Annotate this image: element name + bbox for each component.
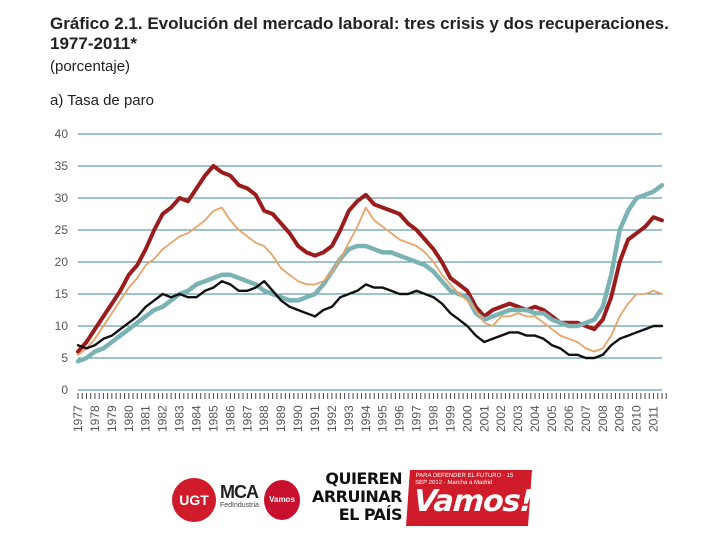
x-axis-ticks: 1977 1978 1979 1980 1981 1982 1983 1984 1985 1986… <box>71 393 667 432</box>
x-tick-label: 2001 <box>477 405 491 432</box>
x-tick-label: 1977 <box>71 405 85 432</box>
slogan-line: QUIEREN <box>325 469 402 488</box>
x-tick-label: 1990 <box>291 405 305 432</box>
x-tick-label: 2002 <box>494 405 508 432</box>
x-tick-label: 1985 <box>206 405 220 432</box>
x-tick-label: 1987 <box>240 405 254 432</box>
x-tick-label: 2009 <box>613 405 627 432</box>
x-tick-label: 1984 <box>189 405 203 432</box>
x-tick-label: 2006 <box>562 405 576 432</box>
y-axis-ticks: 0 5 10 15 20 25 30 35 40 <box>55 127 69 397</box>
slogan-line: ARRUINAR <box>311 487 403 506</box>
x-tick-label: 1997 <box>410 405 424 432</box>
footer-logos: UGT MCA FedIndustria Vamos QUIEREN ARRUI… <box>172 468 534 530</box>
grid-lines <box>78 133 662 391</box>
x-tick-label: 1986 <box>223 405 237 432</box>
x-tick-label: 1994 <box>359 405 373 432</box>
y-tick-label: 0 <box>61 383 68 397</box>
y-tick-label: 10 <box>55 319 69 333</box>
slogan: QUIEREN ARRUINAR EL PAÍS <box>310 469 403 524</box>
y-tick-label: 35 <box>55 159 69 173</box>
vamos-banner: PARA DEFENDER EL FUTURO · 15 SEP 2012 · … <box>406 470 534 526</box>
x-tick-label: 1980 <box>122 405 136 432</box>
x-tick-label: 1981 <box>139 405 153 432</box>
x-tick-label: 1991 <box>308 405 322 432</box>
x-tick-label: 1996 <box>393 405 407 432</box>
y-tick-label: 20 <box>55 255 69 269</box>
x-tick-label: 2011 <box>647 406 661 432</box>
y-tick-label: 40 <box>55 127 69 141</box>
ugt-logo: UGT <box>172 478 216 522</box>
vamos-small-logo: Vamos <box>264 480 300 520</box>
x-tick-label: 1993 <box>342 405 356 432</box>
x-tick-label: 1982 <box>156 405 170 432</box>
x-tick-label: 1992 <box>325 405 339 432</box>
x-tick-label: 2008 <box>596 405 610 432</box>
series-group <box>75 164 665 364</box>
y-tick-label: 5 <box>61 351 68 365</box>
chart-title: Gráfico 2.1. Evolución del mercado labor… <box>50 14 669 53</box>
x-tick-label: 1998 <box>426 405 440 432</box>
x-tick-label: 1983 <box>173 405 187 432</box>
y-tick-label: 15 <box>55 287 69 301</box>
slogan-line: EL PAÍS <box>338 505 403 524</box>
x-tick-label: 2007 <box>579 405 593 432</box>
chart-subtitle: (porcentaje) <box>50 58 131 75</box>
series-line-teal <box>75 182 665 364</box>
x-tick-label: 1988 <box>257 405 271 432</box>
x-tick-label: 1999 <box>443 405 457 432</box>
series-line-black <box>76 280 664 360</box>
series-line-orange <box>77 206 663 356</box>
x-tick-label: 1978 <box>88 405 102 432</box>
x-tick-label: 2000 <box>460 405 474 432</box>
mca-logo-text: MCA <box>220 482 259 502</box>
panel-label: a) Tasa de paro <box>50 92 154 109</box>
x-tick-label: 1989 <box>274 405 288 432</box>
x-tick-label: 1979 <box>105 405 119 432</box>
mca-logo: MCA FedIndustria <box>220 482 262 518</box>
banner-headline: Vamos! <box>412 484 534 519</box>
x-tick-label: 2004 <box>528 405 542 432</box>
x-tick-label: 2010 <box>630 405 644 432</box>
y-tick-label: 30 <box>55 191 69 205</box>
mca-logo-subtext: FedIndustria <box>220 502 259 509</box>
y-tick-label: 25 <box>55 223 69 237</box>
x-tick-label: 1995 <box>376 405 390 432</box>
x-tick-label: 2003 <box>511 405 525 432</box>
x-tick-label: 2005 <box>545 405 559 432</box>
